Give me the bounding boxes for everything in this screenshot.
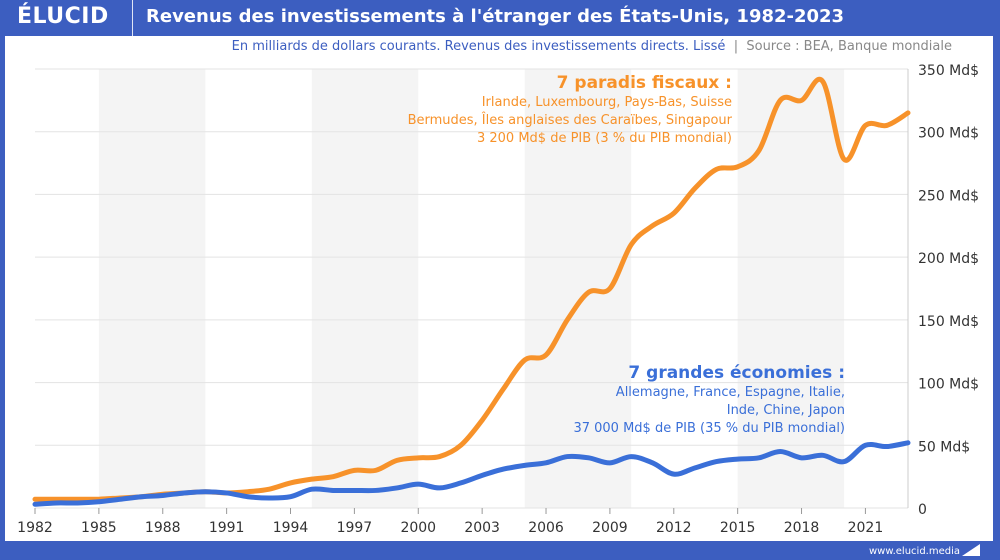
x-tick-label: 2021 <box>848 520 884 536</box>
elucid-logo: ÉLUCID <box>17 4 109 29</box>
shaded-period <box>737 69 845 508</box>
x-tick-label: 1994 <box>273 520 309 536</box>
y-tick-label: 0 <box>918 502 927 518</box>
x-tick-label: 2009 <box>592 520 628 536</box>
x-tick-label: 1982 <box>17 520 53 536</box>
y-tick-label: 100 Md$ <box>918 377 979 393</box>
y-tick-label: 300 Md$ <box>918 126 979 142</box>
footer-url[interactable]: www.elucid.media <box>868 546 960 557</box>
x-tick-label: 2018 <box>784 520 820 536</box>
annotation-line: Irlande, Luxembourg, Pays-Bas, Suisse <box>481 95 732 110</box>
y-tick-label: 350 Md$ <box>918 63 979 79</box>
header: ÉLUCID Revenus des investissements à l'é… <box>0 0 1000 36</box>
annotation-tax-havens: 7 paradis fiscaux : Irlande, Luxembourg,… <box>408 72 732 148</box>
annotation-heading: 7 grandes économies : <box>628 363 845 383</box>
annotation-line: Allemagne, France, Espagne, Italie, <box>615 385 845 400</box>
chart-title: Revenus des investissements à l'étranger… <box>146 6 845 27</box>
annotation-line: Inde, Chine, Japon <box>726 403 845 418</box>
x-tick-label: 2003 <box>464 520 500 536</box>
source-separator: | <box>729 39 743 54</box>
subtitle-text: En milliards de dollars courants. Revenu… <box>231 39 726 54</box>
y-tick-label: 250 Md$ <box>918 188 979 204</box>
x-tick-label: 2006 <box>528 520 564 536</box>
shaded-period <box>311 69 419 508</box>
annotation-line: Bermudes, Îles anglaises des Caraïbes, S… <box>407 113 732 128</box>
annotation-big-economies: 7 grandes économies : Allemagne, France,… <box>573 362 845 438</box>
y-tick-label: 50 Md$ <box>918 439 970 455</box>
y-tick-label: 150 Md$ <box>918 314 979 330</box>
x-tick-label: 2012 <box>656 520 692 536</box>
x-tick-label: 2000 <box>400 520 436 536</box>
annotation-heading: 7 paradis fiscaux : <box>556 73 732 93</box>
shaded-period <box>524 69 632 508</box>
x-tick-label: 1988 <box>145 520 181 536</box>
elucid-mark-icon <box>962 544 980 556</box>
annotation-line: 3 200 Md$ de PIB (3 % du PIB mondial) <box>476 131 732 146</box>
y-tick-label: 200 Md$ <box>918 251 979 267</box>
x-tick-label: 1985 <box>81 520 117 536</box>
shaded-period <box>98 69 206 508</box>
x-tick-label: 1997 <box>337 520 373 536</box>
series-line-big-economies <box>32 440 911 507</box>
header-divider <box>132 0 133 36</box>
x-tick-label: 2015 <box>720 520 756 536</box>
source-text: Source : BEA, Banque mondiale <box>746 39 952 54</box>
chart-subtitle: En milliards de dollars courants. Revenu… <box>232 39 952 54</box>
x-tick-label: 1991 <box>209 520 245 536</box>
annotation-line: 37 000 Md$ de PIB (35 % du PIB mondial) <box>573 421 845 436</box>
